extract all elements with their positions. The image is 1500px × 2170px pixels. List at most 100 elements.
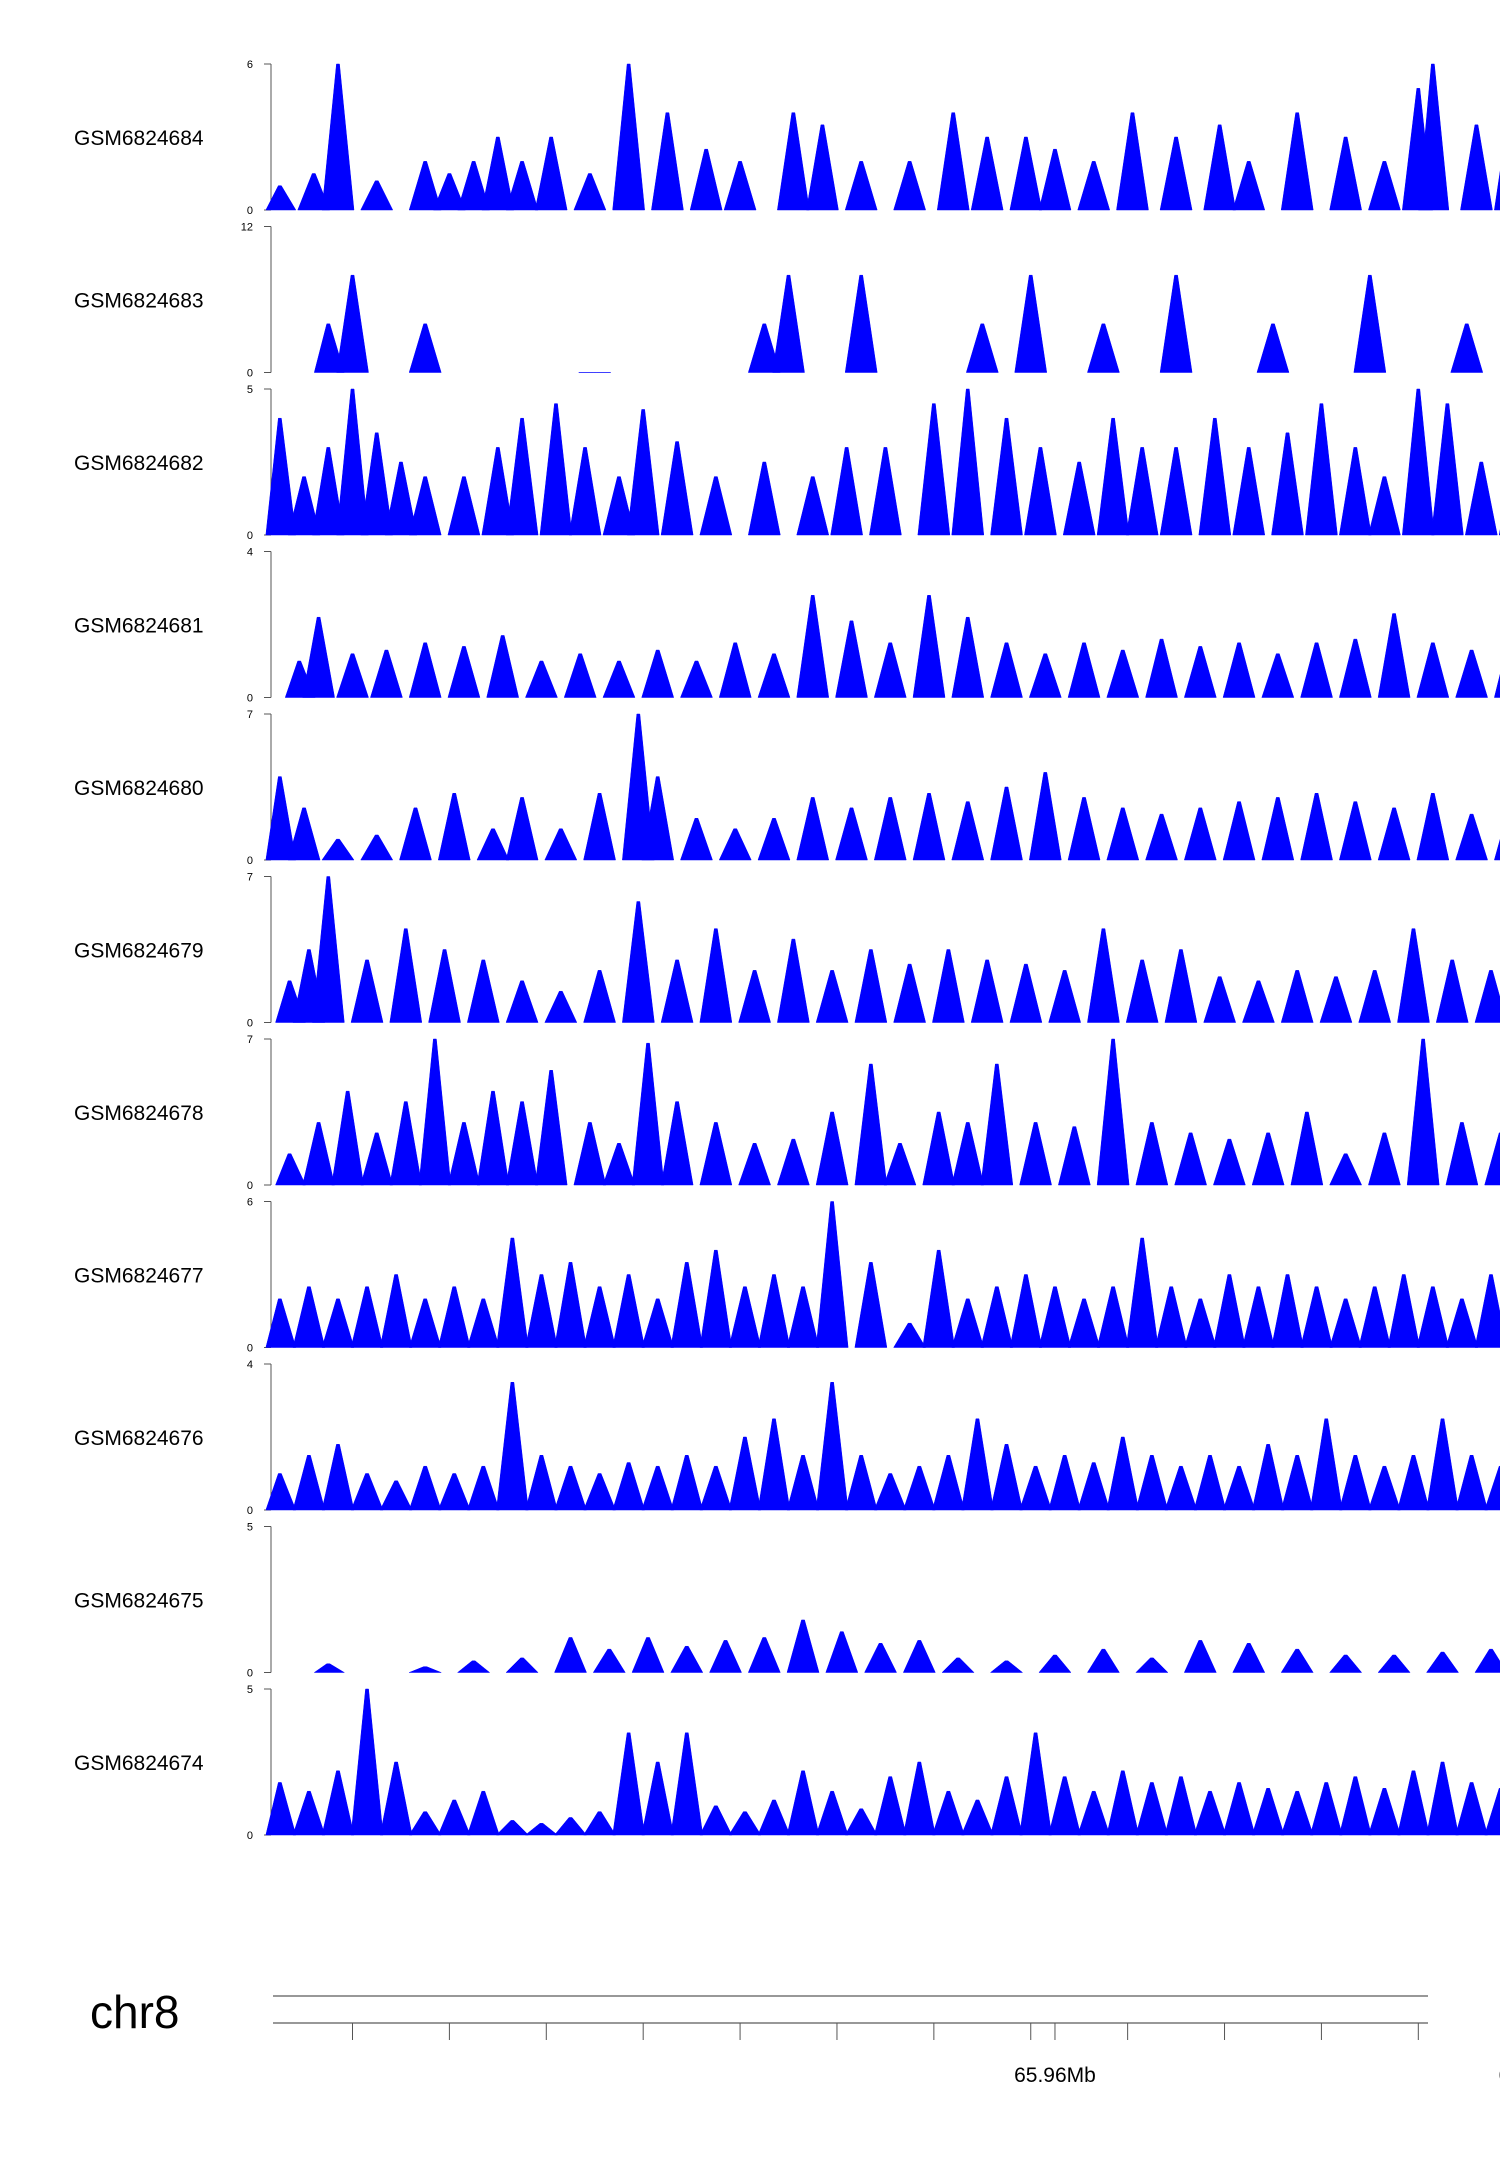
signal-peak	[970, 136, 1004, 211]
signal-peak	[1203, 976, 1237, 1023]
signal-peak	[1135, 1657, 1169, 1673]
x-axis-tick-label: 65.97Mb	[1499, 2064, 1500, 2087]
signal-peak	[922, 1111, 956, 1186]
signal-peak	[265, 1782, 297, 1836]
signal-peak	[1455, 1455, 1488, 1511]
signal-peak	[1164, 949, 1198, 1023]
signal-peak	[660, 1101, 694, 1186]
signal-peak	[275, 1153, 306, 1186]
signal-peak	[1368, 161, 1401, 211]
signal-peak	[1418, 63, 1450, 211]
signal-peak	[883, 1143, 917, 1186]
signal-peak	[1222, 1782, 1256, 1836]
signal-peak	[1125, 1237, 1159, 1348]
signal-peak	[379, 1274, 413, 1348]
signal-peak	[757, 653, 791, 698]
y-min-label: 0	[247, 205, 253, 217]
signal-peak	[331, 1090, 364, 1186]
signal-peak	[1474, 1648, 1500, 1673]
tracks-group: GSM682468460GSM6824683120GSM682468250GSM…	[74, 59, 1500, 1842]
signal-peak	[641, 1298, 675, 1348]
signal-peak	[612, 1274, 645, 1348]
signal-peak	[830, 447, 863, 536]
track-label: GSM6824676	[74, 1427, 204, 1450]
signal-peak	[1009, 963, 1043, 1023]
signal-peak	[505, 1657, 539, 1673]
signal-peak	[1009, 1274, 1043, 1348]
signal-peak	[350, 1286, 384, 1348]
signal-peak	[1358, 970, 1392, 1023]
signal-peak	[825, 1631, 859, 1673]
track-GSM6824675: GSM6824675 5 0	[74, 1522, 1500, 1680]
signal-peak	[583, 970, 616, 1023]
signal-peak	[854, 949, 888, 1023]
signal-peak	[428, 949, 461, 1023]
signal-peak	[806, 124, 839, 211]
signal-peak	[1494, 170, 1500, 211]
signal-peak	[583, 1473, 616, 1511]
signal-peak	[1484, 1132, 1500, 1186]
signal-peak	[350, 1688, 384, 1836]
signal-peak	[1455, 1782, 1488, 1836]
signal-peak	[1251, 1132, 1285, 1186]
signal-peak	[302, 616, 335, 698]
y-max-label: 4	[247, 1359, 253, 1371]
signal-peak	[1087, 323, 1120, 373]
signal-peak	[1271, 1274, 1304, 1348]
signal-peak	[1484, 1465, 1500, 1511]
signal-peak	[747, 323, 781, 373]
signal-peak	[1198, 417, 1232, 536]
signal-peak	[1038, 1654, 1072, 1673]
signal-peak	[321, 1298, 355, 1348]
y-min-label: 0	[247, 1180, 253, 1192]
signal-peak	[1280, 112, 1314, 211]
signal-peak	[747, 1637, 781, 1673]
signal-peak	[1193, 1455, 1227, 1511]
signal-peak	[1213, 1274, 1246, 1348]
signal-peak	[1096, 1038, 1130, 1186]
track-label: GSM6824674	[74, 1752, 204, 1775]
signal-peak	[1028, 772, 1062, 861]
signal-peak	[370, 649, 403, 698]
signal-peak	[437, 1473, 471, 1511]
signal-peak	[1474, 1274, 1500, 1348]
signal-peak	[777, 112, 810, 211]
y-max-label: 5	[247, 384, 253, 396]
signal-peak	[1494, 673, 1500, 698]
signal-peak	[1222, 1465, 1256, 1511]
signal-peak	[554, 1262, 587, 1348]
signal-peak	[873, 1473, 907, 1511]
signal-peak	[893, 161, 926, 211]
track-GSM6824683: GSM6824683 12 0	[74, 222, 1484, 380]
signal-peak	[573, 173, 607, 211]
signal-peak	[641, 1761, 675, 1836]
y-max-label: 5	[247, 1522, 253, 1534]
signal-peak	[1067, 642, 1101, 698]
signal-peak	[1106, 1436, 1140, 1511]
signal-peak	[1019, 1122, 1052, 1186]
signal-peak	[1309, 1782, 1343, 1836]
signal-peak	[1125, 447, 1159, 536]
signal-peak	[728, 1436, 762, 1511]
signal-peak	[965, 323, 999, 373]
signal-peak	[265, 776, 297, 861]
signal-peak	[922, 1249, 955, 1348]
y-max-label: 6	[247, 59, 253, 71]
signal-peak	[660, 441, 694, 536]
signal-peak	[602, 476, 636, 536]
signal-peak	[287, 476, 321, 536]
signal-peak	[321, 1444, 355, 1511]
signal-peak	[1058, 1126, 1091, 1186]
signal-peak	[1062, 461, 1096, 536]
signal-peak	[408, 642, 442, 698]
signal-peak	[990, 786, 1023, 861]
signal-peak	[525, 660, 558, 698]
signal-peak	[1455, 649, 1488, 698]
signal-peak	[951, 616, 985, 698]
signal-peak	[525, 1455, 558, 1511]
y-min-label: 0	[247, 530, 253, 542]
signal-peak	[1048, 1455, 1081, 1511]
signal-peak	[1261, 653, 1295, 698]
signal-peak	[292, 1455, 326, 1511]
signal-peak	[408, 1298, 442, 1348]
